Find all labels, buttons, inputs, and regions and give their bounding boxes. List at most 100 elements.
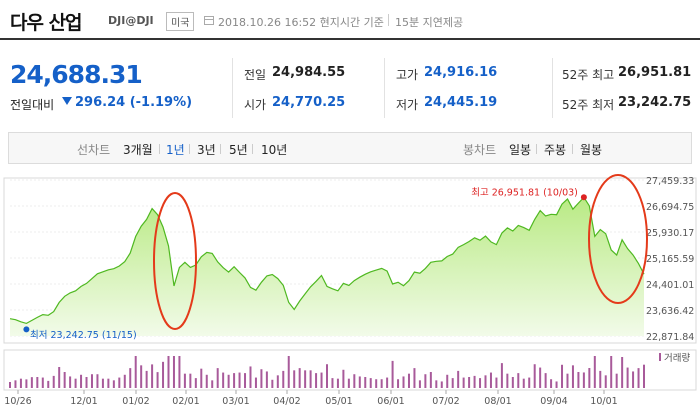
volume-bar bbox=[14, 380, 17, 388]
volume-bar bbox=[604, 375, 607, 388]
low-label: 저가 bbox=[396, 98, 419, 112]
52w-low-label: 52주 최저 bbox=[562, 98, 615, 112]
divider bbox=[189, 144, 190, 154]
volume-bar bbox=[342, 369, 345, 388]
index-name: 다우 산업 bbox=[10, 12, 83, 34]
change-value: 296.24 (-1.19%) bbox=[62, 95, 192, 110]
x-tick-label: 01/02 bbox=[122, 396, 149, 407]
volume-bar bbox=[473, 375, 476, 388]
y-tick-label: 26,694.75 bbox=[646, 202, 694, 213]
volume-bar bbox=[222, 372, 225, 388]
volume-bar bbox=[500, 363, 503, 388]
volume-bar bbox=[249, 366, 252, 388]
52w-high-value: 26,951.81 bbox=[618, 65, 692, 80]
divider bbox=[220, 144, 221, 154]
volume-bar bbox=[582, 372, 585, 388]
volume-bar bbox=[238, 372, 241, 388]
highlight-ellipse bbox=[153, 192, 197, 330]
volume-bar bbox=[593, 356, 596, 388]
volume-bar bbox=[134, 356, 137, 388]
tab-3-months[interactable]: 3개월 bbox=[123, 143, 153, 157]
title-bar: 다우 산업 DJI@DJI 미국 2018.10.26 16:52 현지시간 기… bbox=[0, 0, 700, 40]
volume-bar bbox=[287, 356, 290, 388]
volume-bar bbox=[293, 370, 296, 388]
delay-note: 15분 지연제공 bbox=[395, 16, 464, 29]
volume-bar bbox=[69, 376, 72, 388]
tab-monthly[interactable]: 월봉 bbox=[580, 143, 603, 157]
volume-bar bbox=[112, 380, 115, 388]
volume-bar bbox=[254, 377, 257, 388]
volume-bar bbox=[80, 374, 83, 388]
chart-period-tabs: 선차트 3개월 1년 3년 5년 10년 봉차트 일봉 주봉 월봉 bbox=[8, 132, 692, 164]
volume-bar bbox=[205, 374, 208, 388]
volume-bar bbox=[140, 365, 143, 388]
tab-daily[interactable]: 일봉 bbox=[509, 143, 532, 157]
prev-close-label: 전일 bbox=[244, 68, 267, 82]
volume-bar bbox=[457, 370, 460, 388]
volume-bar bbox=[462, 377, 465, 388]
volume-bar bbox=[304, 370, 307, 388]
tab-10-years[interactable]: 10년 bbox=[261, 143, 288, 157]
volume-bar bbox=[375, 379, 378, 388]
min-marker bbox=[23, 326, 30, 333]
volume-bar bbox=[588, 368, 591, 388]
volume-bar bbox=[632, 371, 635, 388]
volume-bar bbox=[282, 370, 285, 388]
volume-bar bbox=[320, 372, 323, 388]
y-tick-label: 25,930.17 bbox=[646, 228, 694, 239]
y-tick-label: 23,636.42 bbox=[646, 306, 694, 317]
volume-bar bbox=[561, 364, 564, 388]
divider bbox=[384, 58, 385, 118]
x-tick-label: 09/04 bbox=[540, 396, 567, 407]
volume-bar bbox=[599, 370, 602, 388]
volume-bar bbox=[364, 377, 367, 388]
volume-bar bbox=[200, 368, 203, 388]
volume-bar bbox=[528, 377, 531, 388]
volume-bar bbox=[511, 377, 514, 388]
volume-bar bbox=[151, 364, 154, 388]
tab-1-year[interactable]: 1년 bbox=[166, 143, 185, 157]
line-chart-label: 선차트 bbox=[77, 143, 111, 157]
volume-bar bbox=[129, 368, 132, 388]
volume-bar bbox=[41, 377, 44, 388]
volume-bar bbox=[386, 377, 389, 388]
volume-bar bbox=[621, 357, 624, 388]
volume-bar bbox=[468, 377, 471, 388]
open-value: 24,770.25 bbox=[272, 95, 346, 110]
x-tick-label: 12/01 bbox=[70, 396, 97, 407]
x-tick-label: 03/01 bbox=[222, 396, 249, 407]
volume-label: 거래량 bbox=[664, 352, 690, 364]
volume-bar bbox=[429, 372, 432, 388]
volume-bar bbox=[413, 368, 416, 388]
volume-bar bbox=[145, 370, 148, 388]
volume-bar bbox=[244, 373, 247, 388]
tab-3-years[interactable]: 3년 bbox=[197, 143, 216, 157]
change-text: 296.24 (-1.19%) bbox=[75, 95, 193, 110]
volume-bar bbox=[85, 377, 88, 388]
volume-bar bbox=[63, 372, 66, 388]
volume-bar bbox=[353, 374, 356, 388]
volume-bar bbox=[74, 378, 77, 388]
tab-weekly[interactable]: 주봉 bbox=[544, 143, 567, 157]
volume-bar bbox=[550, 379, 553, 388]
volume-bar bbox=[358, 376, 361, 388]
tab-5-years[interactable]: 5년 bbox=[229, 143, 248, 157]
volume-bar bbox=[435, 380, 438, 388]
divider bbox=[252, 144, 253, 154]
volume-bar bbox=[522, 378, 525, 388]
divider bbox=[552, 58, 553, 118]
volume-bar bbox=[118, 377, 121, 388]
volume-bar bbox=[298, 368, 301, 388]
volume-bar bbox=[637, 368, 640, 388]
volume-bar bbox=[183, 373, 186, 388]
volume-bar bbox=[25, 379, 28, 388]
volume-bar bbox=[52, 375, 55, 388]
volume-bar bbox=[544, 373, 547, 388]
volume-bar bbox=[211, 380, 214, 388]
volume-bar bbox=[424, 374, 427, 388]
volume-bar bbox=[156, 372, 159, 388]
volume-bar bbox=[571, 365, 574, 388]
volume-legend-swatch bbox=[659, 353, 661, 361]
x-tick-label: 07/02 bbox=[432, 396, 459, 407]
volume-bar bbox=[9, 382, 11, 388]
